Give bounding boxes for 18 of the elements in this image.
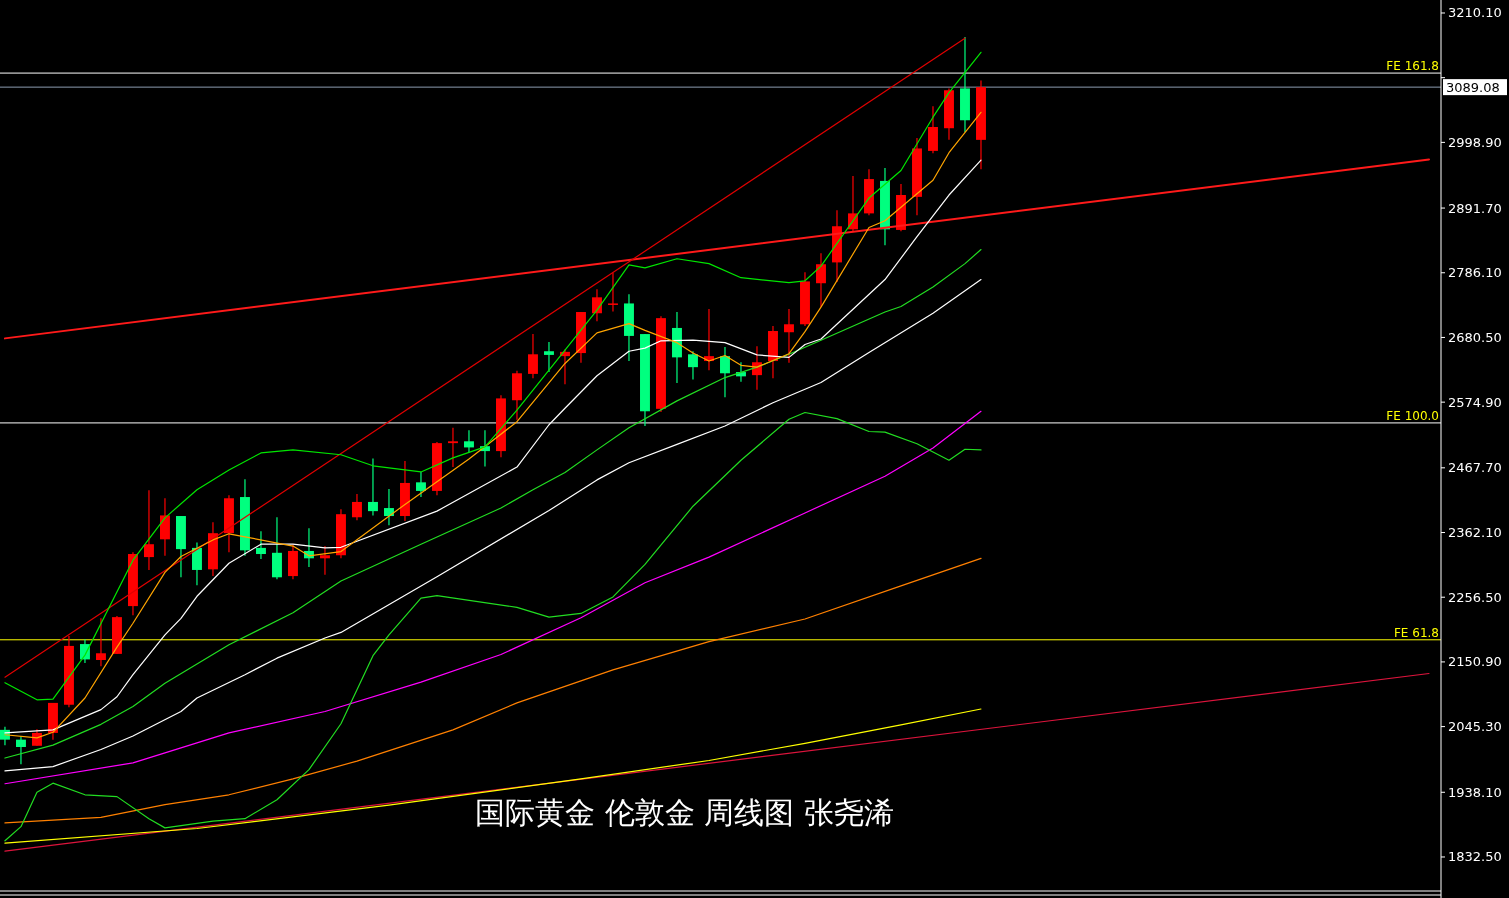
y-tick-label: 1832.50 [1448,849,1502,865]
y-tick-label: 1938.10 [1448,784,1502,800]
y-tick-label: 2150.90 [1448,654,1502,670]
y-tick-label: 2256.50 [1448,589,1502,605]
y-tick-label: 2998.90 [1448,134,1502,150]
annotation: 3089.08 [1443,79,1507,96]
ref-line-label: FE 100.0 [1386,408,1439,423]
y-tick-label: 2786.10 [1448,265,1502,281]
y-tick-label: 2574.90 [1448,394,1502,410]
y-tick-label: 2680.50 [1448,329,1502,345]
y-tick-label: 2467.70 [1448,460,1502,476]
annotation: 国际黄金 伦敦金 周线图 张尧浠 [475,795,894,831]
y-tick-label: 2362.10 [1448,525,1502,541]
y-tick-label: 2891.70 [1448,200,1502,216]
ref-line-label: FE 61.8 [1393,625,1439,640]
ref-line-label: FE 161.8 [1386,59,1439,74]
y-tick-label: 3210.10 [1448,5,1502,21]
y-tick-label: 2045.30 [1448,719,1502,735]
